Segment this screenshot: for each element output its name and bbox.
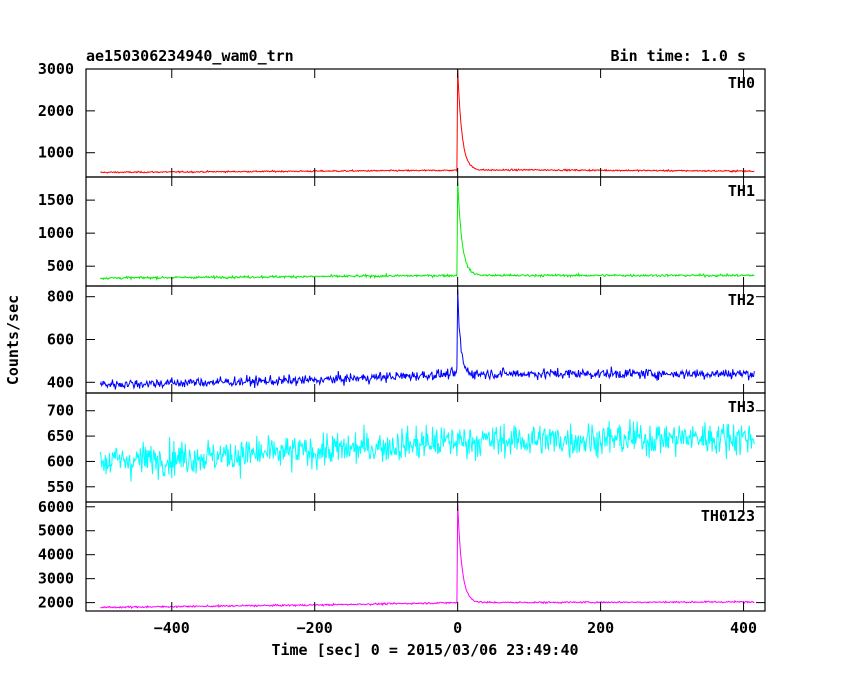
- plot-title-right: Bin time: 1.0 s: [611, 47, 746, 65]
- panel-label-th1: TH1: [728, 182, 755, 200]
- y-tick-label: 2000: [38, 102, 74, 120]
- x-axis-label: Time [sec] 0 = 2015/03/06 23:49:40: [271, 641, 578, 659]
- y-tick-label: 400: [47, 373, 74, 391]
- y-tick-label: 6000: [38, 498, 74, 516]
- y-tick-label: 800: [47, 288, 74, 306]
- plot-title-left: ae150306234940_wam0_trn: [86, 47, 294, 65]
- series-line-th3: [99, 418, 755, 482]
- x-tick-label: 200: [587, 619, 614, 637]
- panel-th0: 1000 2000 3000 TH0: [38, 60, 766, 178]
- panel-frame: [85, 68, 766, 178]
- panel-frame: [85, 392, 766, 503]
- y-tick-label: 650: [47, 427, 74, 445]
- y-tick-label: 500: [47, 257, 74, 275]
- series-line-th0123: [100, 504, 755, 610]
- panel-th0123: 2000 3000 4000 5000 6000 TH0123 −400 −200 0 200 40…: [38, 498, 766, 637]
- panel-th3: 550 600 650 700 TH3: [47, 392, 766, 503]
- panel-frame: [85, 176, 766, 287]
- panel-th1: 500 1000 1500 TH1: [38, 176, 766, 287]
- y-tick-label: 600: [47, 331, 74, 349]
- y-tick-label: 3000: [38, 60, 74, 78]
- y-tick-label: 1000: [38, 144, 74, 162]
- y-tick-label: 2000: [38, 594, 74, 612]
- y-axis-label: Counts/sec: [4, 295, 22, 385]
- y-tick-label: 550: [47, 478, 74, 496]
- x-tick-label: 400: [730, 619, 757, 637]
- panel-label-th0: TH0: [728, 74, 755, 92]
- x-tick-label: 0: [453, 619, 462, 637]
- panel-label-th3: TH3: [728, 398, 755, 416]
- y-tick-label: 1500: [38, 191, 74, 209]
- x-tick-label: −200: [297, 619, 333, 637]
- y-tick-label: 600: [47, 452, 74, 470]
- panel-th2: 400 600 800 TH2: [47, 285, 766, 394]
- panel-label-th0123: TH0123: [701, 507, 755, 525]
- x-tick-label: −400: [154, 619, 190, 637]
- y-tick-label: 1000: [38, 224, 74, 242]
- panel-label-th2: TH2: [728, 291, 755, 309]
- y-tick-label: 3000: [38, 570, 74, 588]
- y-tick-label: 700: [47, 402, 74, 420]
- y-tick-label: 4000: [38, 546, 74, 564]
- panel-frame: [85, 501, 766, 612]
- series-line-th0: [100, 68, 755, 174]
- series-line-th2: [99, 288, 755, 390]
- series-line-th1: [99, 181, 755, 282]
- y-tick-label: 5000: [38, 522, 74, 540]
